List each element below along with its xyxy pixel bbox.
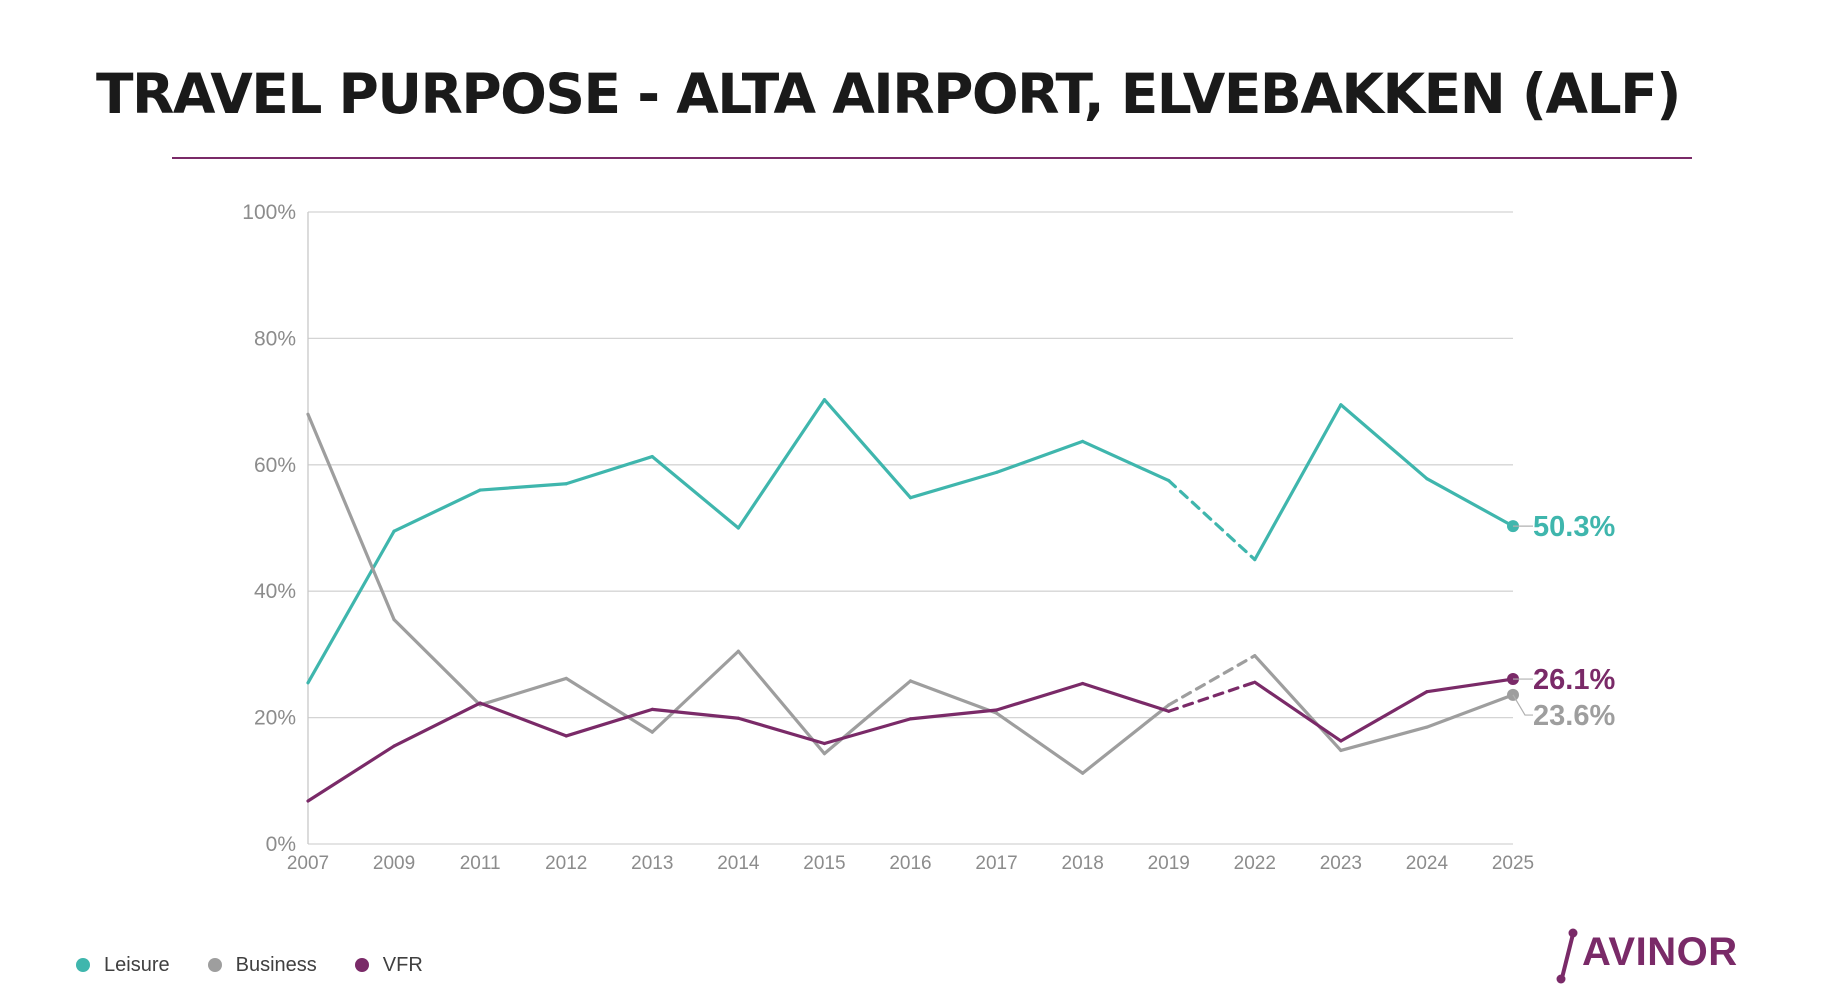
vfr-line-segment <box>994 681 1085 712</box>
vfr-line-segment <box>1339 690 1429 743</box>
leisure-line-segment <box>908 470 999 500</box>
chart-legend: Leisure Business VFR <box>76 952 423 978</box>
legend-label: Leisure <box>104 953 170 976</box>
x-tick-label: 2022 <box>1234 853 1276 874</box>
vfr-line-segment <box>306 744 396 803</box>
leisure-line-segment <box>1167 479 1257 562</box>
chart-series <box>306 398 1519 803</box>
business-line-segment <box>306 412 396 622</box>
y-tick-label: 100% <box>242 201 296 224</box>
x-tick-label: 2024 <box>1406 853 1449 874</box>
title-divider <box>172 157 1692 159</box>
business-line-segment <box>392 618 482 707</box>
x-tick-label: 2012 <box>545 853 587 874</box>
business-line-segment <box>564 676 654 734</box>
vfr-line-segment <box>1253 680 1343 743</box>
vfr-line-segment <box>822 717 913 746</box>
legend-label: VFR <box>382 953 423 976</box>
x-tick-label: 2016 <box>889 853 931 874</box>
business-line-segment <box>650 649 740 734</box>
leisure-line-segment <box>1339 403 1429 481</box>
leisure-line-segment <box>392 488 482 533</box>
x-tick-label: 2011 <box>460 853 501 874</box>
vfr-end-label: 26.1% <box>1533 664 1615 696</box>
leisure-line-segment <box>822 398 913 500</box>
business-line-segment <box>994 711 1085 775</box>
business-line-segment <box>1425 693 1515 729</box>
y-tick-label: 60% <box>254 454 296 477</box>
business-line-segment <box>478 676 568 707</box>
vfr-line-segment <box>908 708 999 721</box>
x-tick-label: 2014 <box>717 853 760 874</box>
logo-text: AVINOR <box>1582 930 1738 974</box>
business-line-segment <box>822 679 913 756</box>
y-tick-label: 80% <box>254 327 296 350</box>
vfr-line-segment <box>392 701 482 748</box>
x-tick-label: 2009 <box>373 853 415 874</box>
x-tick-label: 2025 <box>1492 853 1534 874</box>
y-tick-label: 40% <box>254 580 296 603</box>
leisure-line-segment <box>650 454 740 530</box>
legend-marker <box>354 958 369 972</box>
vfr-line-segment <box>650 707 740 720</box>
end-value-labels: 50.3% 23.6% 26.1% <box>1512 511 1615 732</box>
business-line-segment <box>736 649 827 756</box>
x-tick-label: 2018 <box>1062 853 1104 874</box>
vfr-line-segment <box>1167 680 1257 713</box>
leisure-line-segment <box>994 439 1085 474</box>
x-tick-label: 2017 <box>975 853 1017 874</box>
chart-grid <box>307 211 1513 845</box>
y-tick-label: 20% <box>254 707 296 730</box>
line-chart: 0%20%40%60%80%100% 2007 2009 2011 2012 2013 2… <box>242 201 1615 874</box>
business-end-label: 23.6% <box>1533 700 1615 732</box>
leisure-line-segment <box>1425 477 1515 528</box>
vfr-line-segment <box>1081 681 1171 713</box>
x-tick-label: 2019 <box>1148 853 1190 874</box>
leisure-line-segment <box>1253 403 1343 562</box>
leisure-end-label: 50.3% <box>1533 511 1615 543</box>
vfr-line-segment <box>564 707 654 738</box>
leisure-line-segment <box>306 529 396 685</box>
legend-item-vfr: VFR <box>354 953 423 977</box>
vfr-line-segment <box>1425 677 1515 694</box>
leisure-line-segment <box>1081 439 1171 483</box>
legend-item-business: Business <box>207 953 317 977</box>
legend-label: Business <box>235 953 317 976</box>
avinor-logo: AVINOR <box>1550 926 1740 984</box>
vfr-line-segment <box>736 716 827 746</box>
legend-marker <box>76 958 90 972</box>
leisure-line-segment <box>478 482 568 492</box>
y-axis-ticks: 0% 20% 40% 60% 80% 100% <box>242 201 296 856</box>
x-tick-label: 2013 <box>631 853 673 874</box>
business-line-segment <box>1339 725 1429 753</box>
business-label-leader <box>1512 694 1533 716</box>
business-line-segment <box>1253 654 1343 753</box>
logo-mark-icon <box>1556 928 1578 984</box>
business-line-segment <box>1167 654 1257 707</box>
y-tick-label: 0% <box>266 833 296 856</box>
legend-item-leisure: Leisure <box>76 954 170 977</box>
x-tick-label: 2007 <box>287 853 329 874</box>
legend-marker <box>207 958 222 972</box>
business-line-segment <box>908 679 999 715</box>
page-title: TRAVEL PURPOSE - ALTA AIRPORT, ELVEBAKKE… <box>96 62 1681 126</box>
x-tick-label: 2015 <box>803 853 845 874</box>
vfr-line-segment <box>478 701 568 738</box>
x-tick-label: 2023 <box>1320 853 1362 874</box>
business-line-segment <box>1081 703 1171 775</box>
leisure-line-segment <box>736 398 827 530</box>
x-axis-ticks: 2007 2009 2011 2012 2013 2014 2015 2016 2017 2018… <box>287 853 1534 874</box>
leisure-line-segment <box>564 454 654 486</box>
